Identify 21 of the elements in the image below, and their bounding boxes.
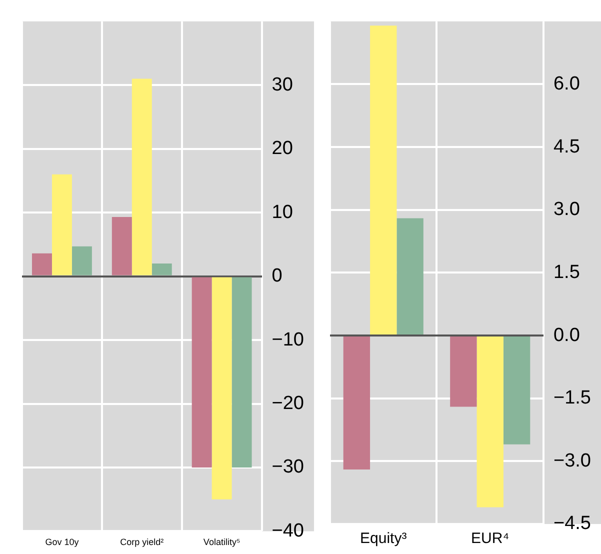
y-tick-label: 0.0 [553,324,580,346]
y-tick-label: −10 [272,329,304,350]
y-tick-label: 1.5 [553,262,580,283]
x-tick-label: Volatility⁵ [203,537,240,548]
x-tick-label: Gov 10y [45,537,80,548]
y-tick-label: 30 [272,74,293,96]
y-tick-label: −40 [272,520,304,542]
y-tick-label: 3.0 [553,199,580,220]
y-tick-label: 10 [272,202,293,223]
y-tick-label: −4.5 [553,513,592,534]
y-tick-label: 0 [272,266,282,287]
y-tick-label: 6.0 [553,73,580,94]
x-tick-label: EUR⁴ [471,530,510,548]
x-tick-label: Corp yield² [120,537,164,548]
y-tick-label: −1.5 [553,388,592,409]
y-tick-label: 20 [272,138,293,160]
y-tick-label: −20 [272,392,304,414]
y-tick-label: 4.5 [553,136,580,158]
y-tick-label: −3.0 [553,450,592,472]
x-tick-label: Equity³ [360,530,407,548]
y-tick-label: −30 [272,456,304,478]
